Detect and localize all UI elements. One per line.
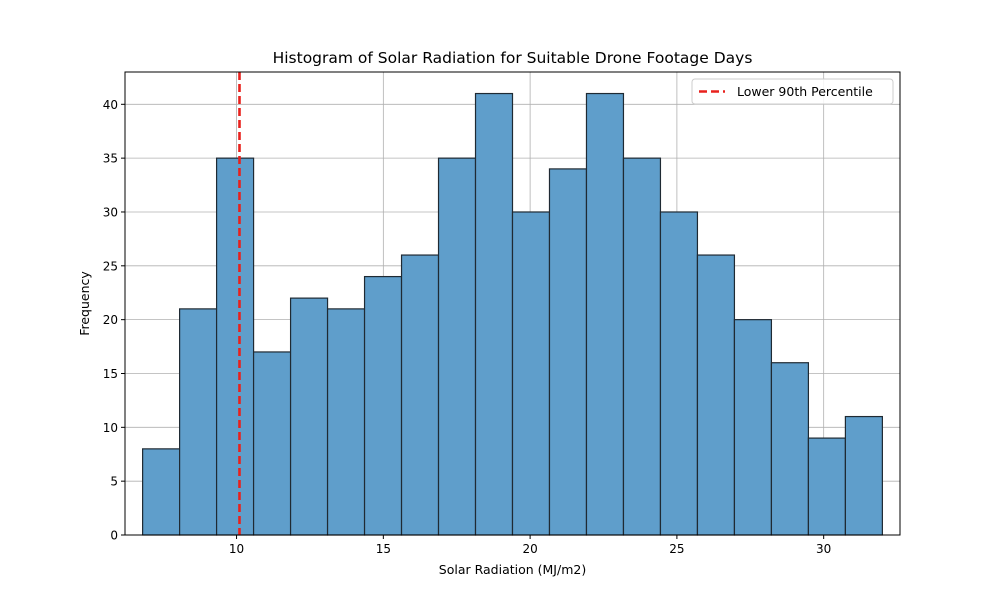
histogram-bar xyxy=(733,319,773,536)
legend-label-percentile: Lower 90th Percentile xyxy=(737,84,873,99)
x-tick-label: 10 xyxy=(229,542,244,556)
y-tick-label: 20 xyxy=(103,313,118,327)
histogram-bar xyxy=(844,415,883,536)
plot-area-frame xyxy=(124,71,901,536)
histogram-bar xyxy=(363,275,403,536)
histogram-bar xyxy=(474,92,514,536)
y-tick-label: 15 xyxy=(103,367,118,381)
x-tick-label: 30 xyxy=(816,542,831,556)
histogram-bar xyxy=(659,211,699,536)
y-tick-label: 0 xyxy=(110,529,118,543)
x-tick-label: 25 xyxy=(669,542,684,556)
histogram-bar xyxy=(326,308,366,536)
histogram-bar xyxy=(400,254,440,536)
histogram-bar xyxy=(622,157,662,536)
histogram-bar xyxy=(696,254,736,536)
histogram-bar xyxy=(252,351,292,536)
histogram-bar xyxy=(437,157,477,536)
histogram-bar xyxy=(770,362,810,536)
chart-title: Histogram of Solar Radiation for Suitabl… xyxy=(273,49,753,67)
y-axis-label: Frequency xyxy=(77,271,92,336)
histogram-bar xyxy=(511,211,551,536)
x-tick-label: 20 xyxy=(522,542,537,556)
y-tick-label: 40 xyxy=(103,98,118,112)
y-tick-label: 5 xyxy=(110,475,118,489)
histogram-bar xyxy=(585,92,625,536)
histogram-bars xyxy=(142,92,883,536)
histogram-bar xyxy=(179,308,218,536)
axis-ticks: 10 15 20 25 30 0 5 10 15 20 25 30 35 40 xyxy=(103,98,832,556)
y-tick-label: 10 xyxy=(103,421,118,435)
x-tick-label: 15 xyxy=(376,542,391,556)
x-axis-label: Solar Radiation (MJ/m2) xyxy=(439,562,586,577)
y-tick-label: 25 xyxy=(103,259,118,273)
histogram-bar xyxy=(142,448,181,536)
histogram-bar xyxy=(289,297,329,536)
histogram-bar xyxy=(215,157,255,536)
legend-box xyxy=(691,78,894,105)
y-tick-label: 30 xyxy=(103,205,118,219)
legend: Lower 90th Percentile xyxy=(691,78,894,105)
y-tick-label: 35 xyxy=(103,152,118,166)
histogram-bar xyxy=(807,437,846,536)
histogram-bar xyxy=(548,168,588,536)
